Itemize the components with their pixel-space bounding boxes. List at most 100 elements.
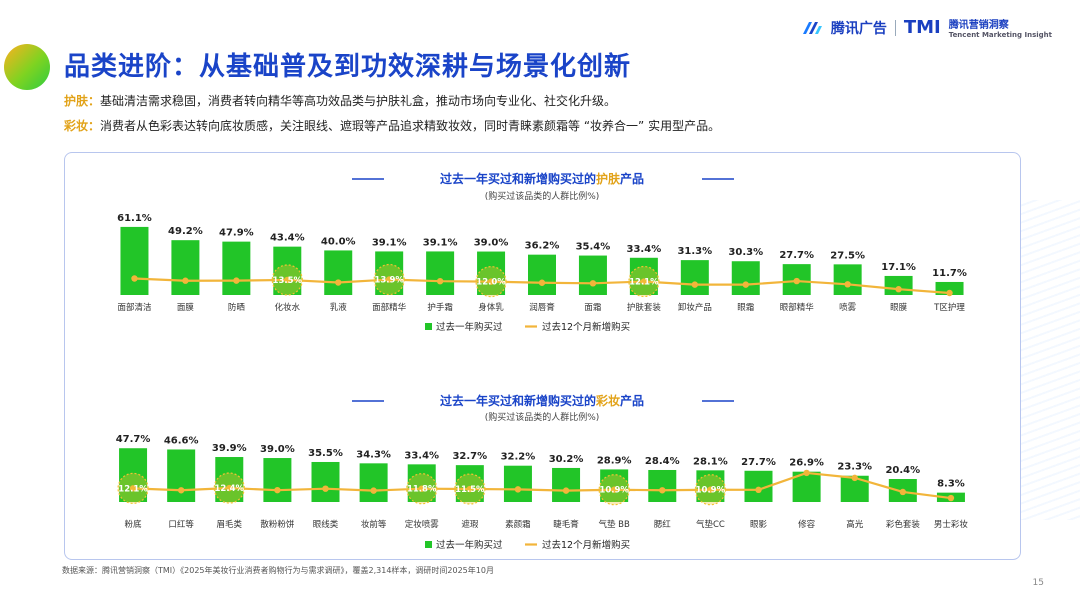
chart-1: 过去一年买过和新增购买过的护肤产品 (购买过该品类的人群比例%) 61.1% 面部清洁… <box>117 171 967 333</box>
bar-value-label: 35.4% <box>576 242 611 253</box>
brand-separator <box>894 19 896 36</box>
line-point <box>284 276 291 284</box>
bar-value-label: 28.9% <box>597 455 632 466</box>
legend-line-label: 过去12个月新增购买 <box>542 321 630 333</box>
legend-bar-label: 过去一年购买过 <box>436 539 503 551</box>
line-point <box>610 486 618 493</box>
category-label: 眼影 <box>750 519 768 530</box>
chart-legend: 过去一年购买过 过去12个月新增购买 <box>425 321 630 333</box>
intro-makeup-tag: 彩妆： <box>64 119 101 133</box>
category-label: 身体乳 <box>478 302 504 313</box>
line-point <box>707 486 714 493</box>
tencent-ads-logo-icon <box>802 21 822 34</box>
category-label: 润唇膏 <box>529 302 555 313</box>
category-label: 眼线类 <box>313 519 339 530</box>
brand-right-sub: 腾讯营销洞察 <box>948 20 1009 31</box>
line-point <box>487 278 495 285</box>
bar-value-label: 47.7% <box>116 434 151 445</box>
category-label: 护肤套装 <box>627 302 662 313</box>
category-label: 面部清洁 <box>117 302 152 313</box>
line-point <box>233 277 240 284</box>
category-label: 卸妆产品 <box>678 302 712 313</box>
bar-value-label: 39.9% <box>212 443 247 454</box>
highlight-circle <box>454 473 486 505</box>
chart-title-prefix: 过去一年买过和新增购买过的 <box>440 171 596 186</box>
highlight-circle <box>213 472 245 504</box>
line-point <box>335 279 342 286</box>
line-point <box>274 486 281 494</box>
bar-12 <box>680 260 709 295</box>
category-label: 定妆喷雾 <box>405 519 440 530</box>
category-label: 眼膜 <box>890 302 908 313</box>
category-label: 睫毛膏 <box>553 519 579 530</box>
line-point <box>659 487 666 494</box>
chart-title-accent: 彩妆 <box>595 393 620 408</box>
chart-legend: 过去一年购买过 过去12个月新增购买 <box>425 539 630 551</box>
line-point <box>851 474 858 482</box>
line-series <box>133 471 952 500</box>
category-label: 粉底 <box>125 519 143 530</box>
bar-value-label: 11.7% <box>932 268 967 279</box>
line-point <box>370 487 377 494</box>
highlight-label: 12.4% <box>215 484 245 494</box>
category-label: 男士彩妆 <box>934 519 969 530</box>
legend-bar-swatch <box>425 541 432 548</box>
line-point <box>129 485 137 492</box>
bar-value-label: 32.7% <box>452 451 487 462</box>
bar-value-label: 27.7% <box>741 457 776 468</box>
category-label: 气垫CC <box>696 519 725 530</box>
line-point <box>793 277 800 285</box>
bar-5 <box>311 461 340 502</box>
category-label: 眼部精华 <box>780 302 815 313</box>
line-point <box>755 486 762 494</box>
category-label: T区护理 <box>933 302 965 313</box>
bar-value-label: 49.2% <box>168 226 203 237</box>
chart-2: 过去一年买过和新增购买过的彩妆产品 (购买过该品类的人群比例%) 47.7% 粉底 46… <box>116 393 969 551</box>
line-point <box>895 286 902 293</box>
bar-value-label: 40.0% <box>321 236 356 247</box>
highlight-label: 12.0% <box>476 278 506 288</box>
chart-title-text: 过去一年买过和新增购买过的护肤产品 <box>440 171 644 186</box>
bar-value-label: 61.1% <box>117 213 152 224</box>
bar-value-label: 27.5% <box>830 250 865 261</box>
decorative-background-stripes <box>1010 200 1080 520</box>
highlight-label: 11.8% <box>407 485 437 495</box>
brand-right-en: Tencent Marketing Insight <box>948 31 1052 39</box>
category-label: 喷雾 <box>839 302 857 313</box>
bar-value-label: 39.1% <box>372 237 407 248</box>
highlight-label: 11.5% <box>455 485 485 495</box>
bar-3 <box>215 457 244 502</box>
chart-title-text: 过去一年买过和新增购买过的彩妆产品 <box>440 393 644 408</box>
category-label: 腮红 <box>654 519 672 530</box>
line-point <box>946 289 953 297</box>
line-point <box>418 485 425 492</box>
category-label: 口红等 <box>168 519 194 530</box>
bar-13 <box>696 470 725 502</box>
bar-9 <box>503 465 532 502</box>
intro-makeup-text: 消费者从色彩表达转向底妆质感，关注眼线、遮瑕等产品追求精致妆效，同时青睐素颜霜等… <box>100 119 721 133</box>
line-point <box>226 484 233 492</box>
highlight-circle <box>694 474 726 506</box>
category-label: 面部精华 <box>372 302 407 313</box>
line-point <box>947 494 955 502</box>
bar-2 <box>171 240 200 295</box>
bar-3 <box>222 241 251 295</box>
bar-6 <box>359 463 388 502</box>
bar-8 <box>455 465 484 502</box>
data-source-note: 数据来源：腾讯营销洞察（TMI）《2025年美妆行业消费者购物行为与需求调研》，… <box>62 566 494 575</box>
bar-value-label: 31.3% <box>677 246 712 257</box>
bar-value-label: 26.9% <box>789 458 824 469</box>
highlight-label: 12.1% <box>118 484 148 494</box>
page-title: 品类进阶：从基础普及到功效深耕与场景化创新 <box>64 52 632 82</box>
bar-7 <box>407 464 436 502</box>
bar-value-label: 39.1% <box>423 237 458 248</box>
highlight-label: 13.5% <box>273 276 303 286</box>
brand-left-label: 腾讯广告 <box>830 20 887 37</box>
bar-7 <box>426 251 455 295</box>
legend-line-label: 过去12个月新增购买 <box>542 539 630 551</box>
category-label: 眉毛类 <box>217 519 243 530</box>
bar-11 <box>600 469 629 502</box>
bar-5 <box>324 250 353 295</box>
legend-bar-swatch <box>425 323 432 330</box>
highlight-circle <box>475 266 507 298</box>
